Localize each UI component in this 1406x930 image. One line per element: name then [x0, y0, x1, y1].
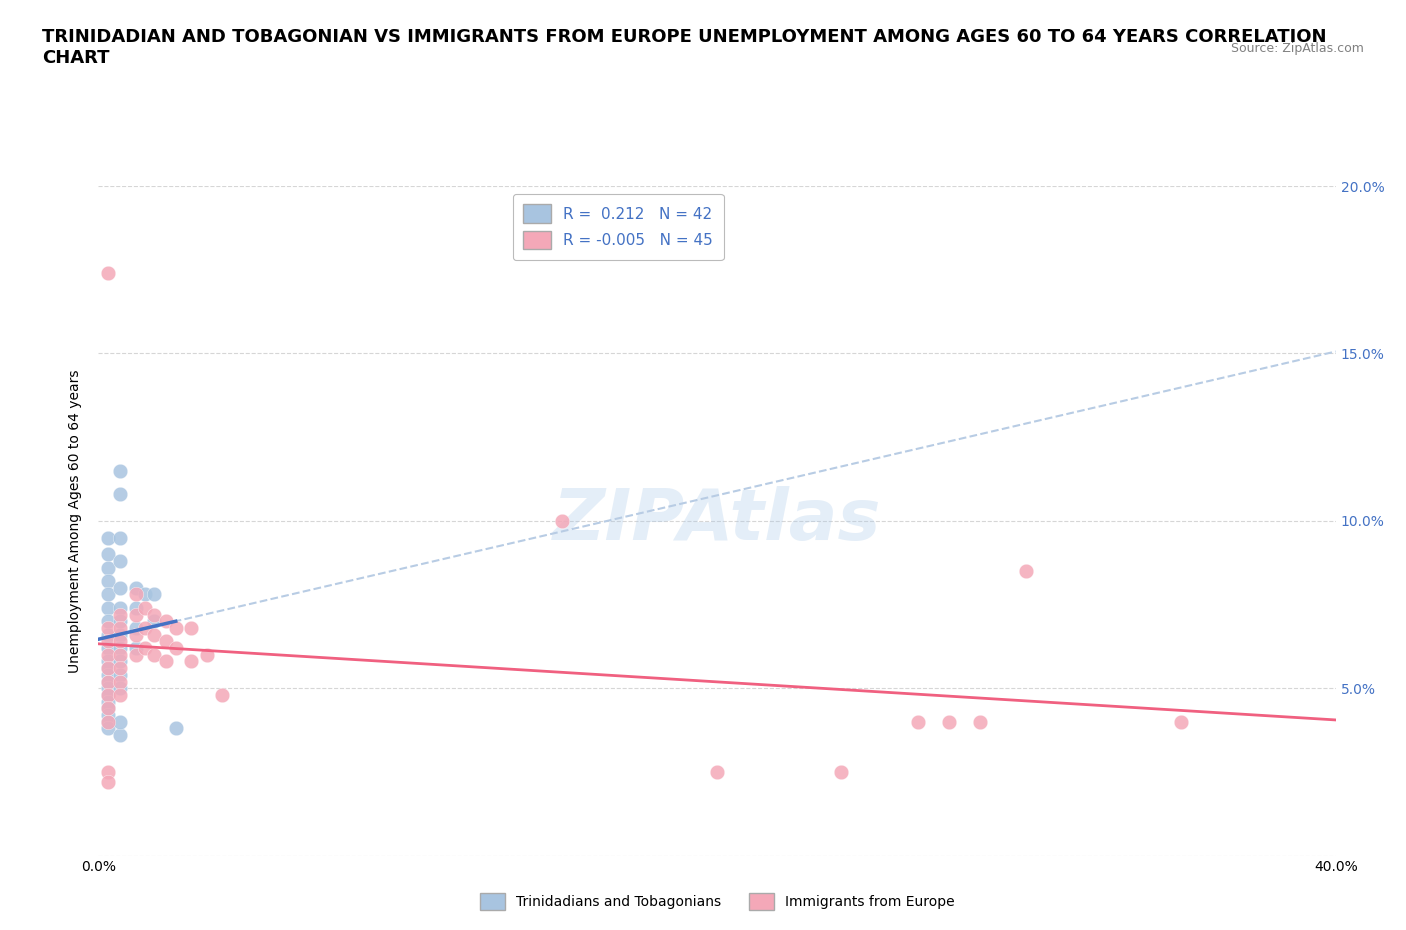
Point: [108, 607, 131, 622]
Point: [124, 587, 146, 602]
Point: [108, 620, 131, 635]
Point: [124, 647, 146, 662]
Point: [97, 701, 120, 716]
Point: [97, 764, 120, 779]
Point: [97, 687, 120, 702]
Point: [97, 687, 120, 702]
Point: [124, 627, 146, 642]
Point: [97, 674, 120, 689]
Point: [706, 764, 728, 779]
Point: [134, 641, 156, 656]
Point: [108, 727, 131, 742]
Point: [143, 627, 166, 642]
Point: [108, 660, 131, 675]
Point: [97, 674, 120, 689]
Point: [97, 574, 120, 589]
Point: [124, 580, 146, 595]
Point: [108, 654, 131, 669]
Point: [1170, 714, 1192, 729]
Point: [108, 553, 131, 568]
Point: [97, 614, 120, 629]
Point: [165, 721, 187, 736]
Point: [97, 701, 120, 716]
Point: [97, 681, 120, 696]
Point: [108, 647, 131, 662]
Point: [97, 634, 120, 649]
Point: [108, 580, 131, 595]
Point: [143, 614, 166, 629]
Point: [97, 547, 120, 562]
Point: [97, 647, 120, 662]
Point: [143, 587, 166, 602]
Point: [969, 714, 991, 729]
Point: [97, 601, 120, 616]
Point: [165, 620, 187, 635]
Point: [108, 641, 131, 656]
Point: [108, 530, 131, 545]
Point: [97, 668, 120, 683]
Point: [155, 634, 177, 649]
Point: [108, 668, 131, 683]
Point: [195, 647, 218, 662]
Point: [97, 560, 120, 575]
Point: [551, 513, 574, 528]
Point: [124, 601, 146, 616]
Point: [108, 681, 131, 696]
Point: [108, 614, 131, 629]
Point: [97, 660, 120, 675]
Point: [97, 694, 120, 709]
Point: [907, 714, 929, 729]
Point: [124, 620, 146, 635]
Y-axis label: Unemployment Among Ages 60 to 64 years: Unemployment Among Ages 60 to 64 years: [69, 369, 83, 672]
Point: [155, 614, 177, 629]
Text: TRINIDADIAN AND TOBAGONIAN VS IMMIGRANTS FROM EUROPE UNEMPLOYMENT AMONG AGES 60 : TRINIDADIAN AND TOBAGONIAN VS IMMIGRANTS…: [42, 28, 1327, 67]
Point: [108, 714, 131, 729]
Point: [108, 463, 131, 478]
Point: [143, 647, 166, 662]
Text: ZIPAtlas: ZIPAtlas: [553, 486, 882, 555]
Point: [143, 607, 166, 622]
Point: [108, 627, 131, 642]
Point: [165, 641, 187, 656]
Point: [97, 775, 120, 790]
Point: [97, 708, 120, 723]
Point: [108, 634, 131, 649]
Point: [108, 601, 131, 616]
Legend: Trinidadians and Tobagonians, Immigrants from Europe: Trinidadians and Tobagonians, Immigrants…: [474, 887, 960, 916]
Point: [97, 587, 120, 602]
Point: [134, 587, 156, 602]
Point: [97, 530, 120, 545]
Point: [97, 641, 120, 656]
Point: [97, 714, 120, 729]
Point: [97, 660, 120, 675]
Point: [97, 721, 120, 736]
Point: [108, 674, 131, 689]
Point: [124, 641, 146, 656]
Point: [1015, 564, 1038, 578]
Point: [97, 654, 120, 669]
Point: [134, 620, 156, 635]
Point: [938, 714, 960, 729]
Point: [108, 486, 131, 501]
Point: [134, 601, 156, 616]
Point: [97, 266, 120, 281]
Text: Source: ZipAtlas.com: Source: ZipAtlas.com: [1230, 42, 1364, 55]
Point: [97, 627, 120, 642]
Point: [97, 620, 120, 635]
Point: [211, 687, 233, 702]
Point: [108, 687, 131, 702]
Point: [180, 654, 202, 669]
Point: [124, 607, 146, 622]
Point: [155, 654, 177, 669]
Point: [180, 620, 202, 635]
Point: [97, 714, 120, 729]
Point: [830, 764, 852, 779]
